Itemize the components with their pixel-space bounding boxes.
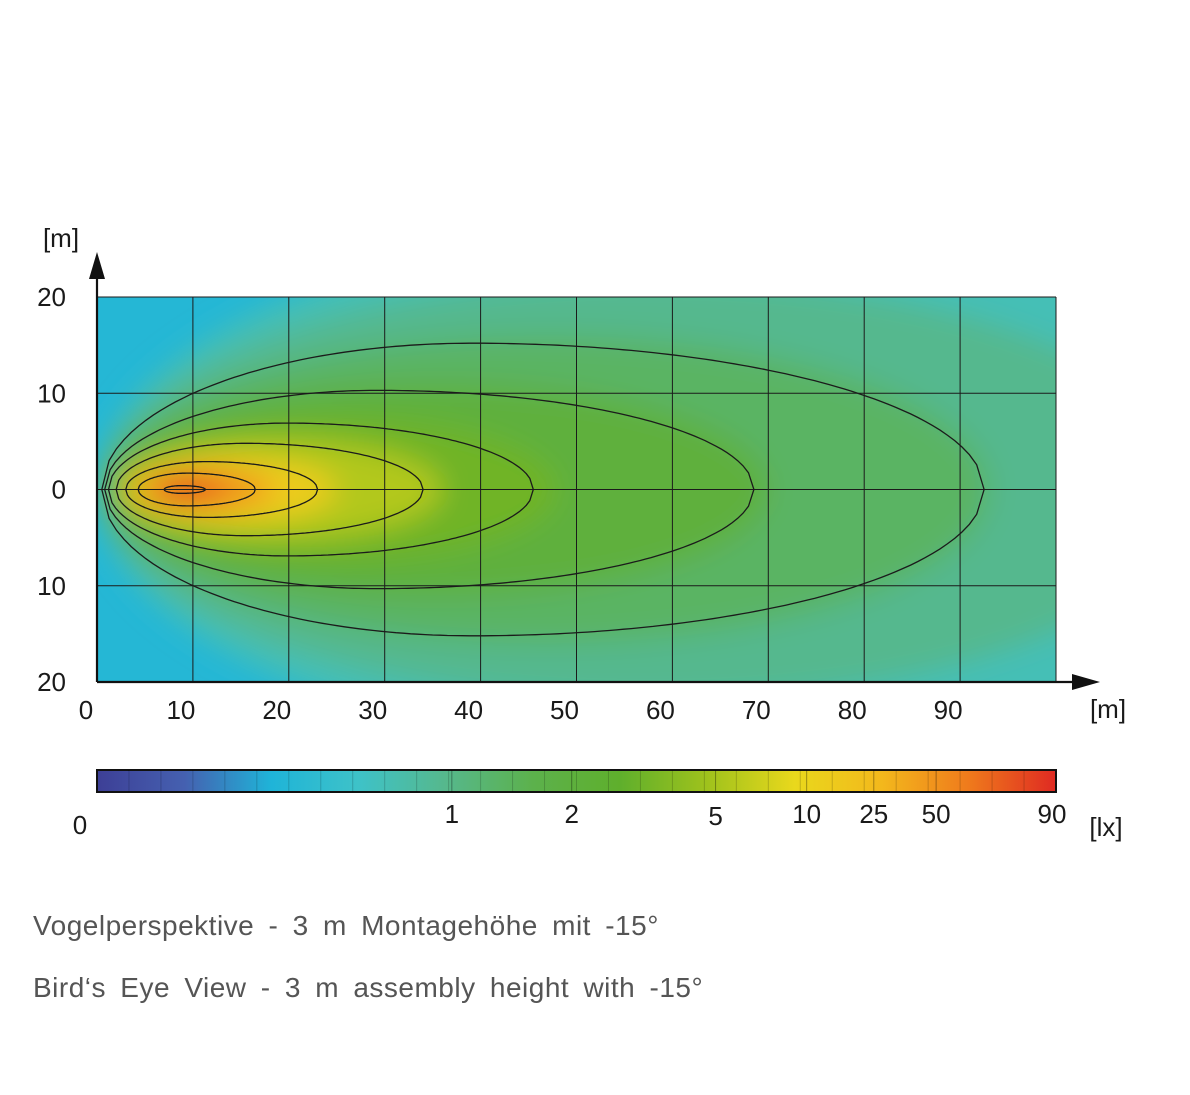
isolux-contour-2 xyxy=(107,422,534,557)
x-tick-label-60: 60 xyxy=(646,695,675,725)
colorbar-label-6: 50 xyxy=(922,799,951,829)
x-tick-label-20: 20 xyxy=(262,695,291,725)
y-tick-label-3: 10 xyxy=(37,571,66,601)
colorbar-label-2: 2 xyxy=(564,799,578,829)
isolux-contour-4 xyxy=(125,460,319,519)
isolux-contours xyxy=(101,342,985,637)
axes xyxy=(89,252,1100,690)
colorbar: 0 1 2 5 10 25 50 90 [lx] xyxy=(73,769,1123,842)
x-tick-label-90: 90 xyxy=(934,695,963,725)
isolux-contour-6 xyxy=(163,485,207,494)
tick-labels: 0 10 20 30 40 50 60 70 80 90 [m] 20 10 0 10 20 [m] xyxy=(37,223,1126,725)
x-tick-label-80: 80 xyxy=(838,695,867,725)
x-tick-label-10: 10 xyxy=(166,695,195,725)
x-tick-label-0: 0 xyxy=(79,695,93,725)
colorbar-label-0: 0 xyxy=(73,810,87,840)
isolux-contour-5 xyxy=(137,472,256,507)
x-tick-label-50: 50 xyxy=(550,695,579,725)
y-axis-arrow xyxy=(89,252,105,279)
colorbar-bar xyxy=(96,769,1057,793)
colorbar-label-3: 5 xyxy=(708,801,722,831)
y-axis-unit: [m] xyxy=(43,223,79,253)
x-tick-label-70: 70 xyxy=(742,695,771,725)
y-tick-label-4: 20 xyxy=(37,667,66,697)
y-tick-label-0: 20 xyxy=(37,282,66,312)
colorbar-label-7: 90 xyxy=(1038,799,1067,829)
grid-lines xyxy=(97,296,1057,682)
y-tick-label-1: 10 xyxy=(37,378,66,408)
isolux-contour-1 xyxy=(104,389,755,590)
y-tick-label-2: 0 xyxy=(52,475,66,505)
x-tick-label-40: 40 xyxy=(454,695,483,725)
x-tick-label-30: 30 xyxy=(358,695,387,725)
caption-english: Bird‘s Eye View - 3 m assembly height wi… xyxy=(33,972,704,1003)
isolux-contour-3 xyxy=(115,442,424,537)
x-axis-unit: [m] xyxy=(1090,694,1126,724)
colorbar-label-5: 25 xyxy=(859,799,888,829)
colorbar-label-4: 10 xyxy=(792,799,821,829)
isolux-contour-0 xyxy=(101,342,985,637)
x-axis-arrow xyxy=(1072,674,1100,690)
caption-german: Vogelperspektive - 3 m Montagehöhe mit -… xyxy=(33,910,659,941)
colorbar-label-1: 1 xyxy=(445,799,459,829)
colorbar-unit: [lx] xyxy=(1089,812,1122,842)
